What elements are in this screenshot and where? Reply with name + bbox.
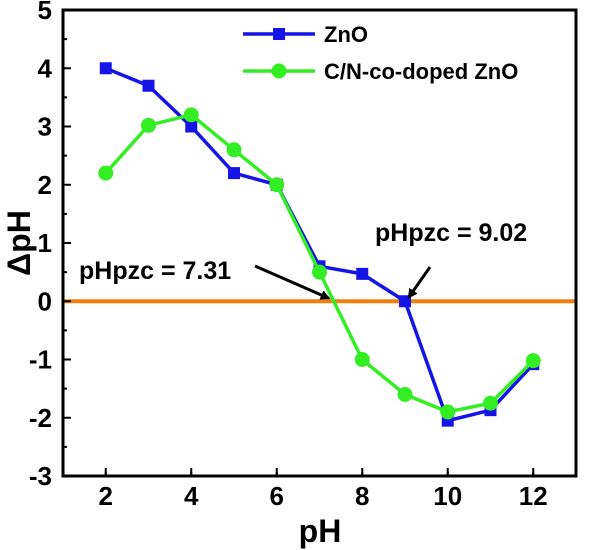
legend-label: C/N-co-doped ZnO (324, 59, 518, 84)
y-tick-label: 5 (38, 0, 52, 25)
x-tick-label: 4 (184, 481, 199, 511)
x-tick-label: 2 (99, 481, 113, 511)
data-point (98, 165, 114, 181)
legend-item-cn-doped-zno: C/N-co-doped ZnO (243, 59, 518, 84)
annotation-label-pzc-zno: pHpzc = 9.02 (375, 219, 527, 247)
data-point (354, 352, 370, 367)
y-tick-label: 1 (38, 228, 52, 258)
y-tick-label: 0 (38, 286, 52, 316)
data-point (228, 167, 240, 180)
data-point (312, 264, 327, 280)
x-tick-label: 12 (519, 481, 548, 511)
y-tick-label: 4 (38, 53, 53, 83)
x-tick-label: 10 (433, 481, 462, 511)
y-tick-label: 3 (38, 112, 52, 142)
x-tick-label: 6 (270, 481, 284, 511)
annotation-label-pzc-cn-zno: pHpzc = 7.31 (79, 257, 231, 285)
data-point (141, 117, 156, 133)
data-point (185, 120, 198, 133)
data-point (483, 395, 498, 411)
data-point (356, 267, 369, 280)
annotation-arrow-pzc-cn-zno (254, 264, 331, 300)
x-tick-label: 8 (355, 481, 369, 511)
data-point (142, 79, 155, 92)
data-point (440, 404, 456, 420)
data-point (183, 107, 199, 123)
data-point (226, 142, 242, 158)
y-tick-label: -3 (29, 461, 52, 491)
legend-marker-circle (271, 63, 287, 79)
legend-item-zno: ZnO (243, 22, 368, 47)
data-point (99, 62, 112, 75)
data-point (525, 353, 541, 369)
x-axis-title: pH (299, 513, 342, 549)
series-layer (98, 62, 541, 427)
series-cn-doped-zno (98, 107, 541, 420)
y-axis-title: ΔpH (1, 210, 37, 276)
data-point (397, 386, 413, 402)
legend: ZnO C/N-co-doped ZnO (243, 22, 518, 84)
annotations-layer: pHpzc = 9.02 pHpzc = 7.31 (79, 219, 527, 300)
y-tick-label: -1 (29, 345, 52, 375)
annotation-arrow-pzc-zno (407, 266, 432, 299)
y-tick-label: 2 (38, 170, 52, 200)
data-point (269, 177, 285, 193)
y-tick-label: -2 (29, 403, 52, 433)
legend-marker-square (273, 28, 285, 40)
legend-label: ZnO (324, 22, 368, 47)
